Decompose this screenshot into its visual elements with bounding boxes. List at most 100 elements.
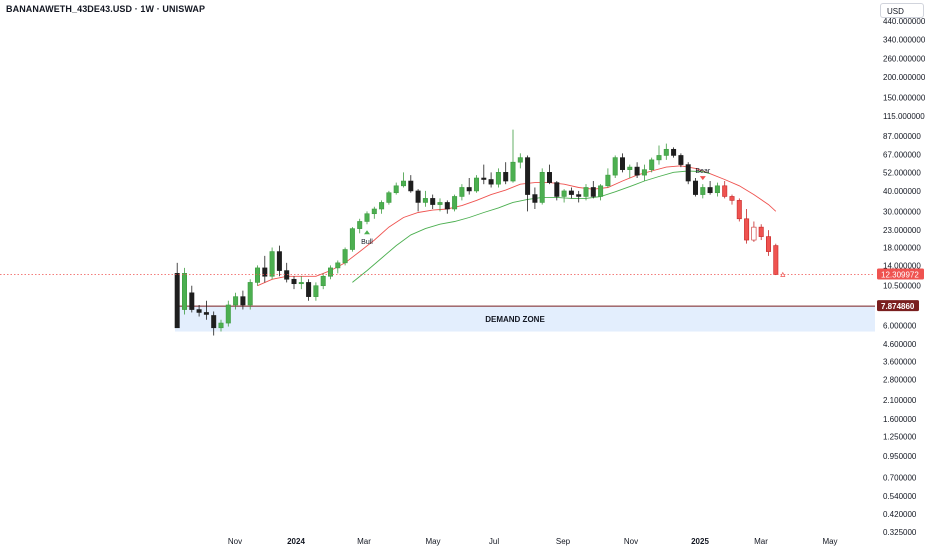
y-tick-label: 2.100000 bbox=[883, 396, 917, 405]
candle-body bbox=[627, 166, 633, 170]
candle-body bbox=[663, 148, 669, 156]
x-tick-label: May bbox=[425, 537, 440, 546]
candle-body bbox=[656, 155, 662, 161]
ema-fast-line bbox=[257, 165, 777, 287]
demand-zone-price-tag-label: 7.874860 bbox=[881, 302, 915, 311]
demand-zone-layer: DEMAND ZONE bbox=[175, 305, 875, 332]
y-tick-label: 260.000000 bbox=[883, 54, 926, 63]
candle-body bbox=[532, 194, 538, 203]
candle bbox=[203, 300, 209, 320]
candle bbox=[342, 247, 348, 266]
candle-body bbox=[320, 275, 326, 287]
candle bbox=[452, 194, 458, 212]
candle-body bbox=[357, 221, 363, 229]
candle-body bbox=[495, 172, 501, 185]
candle bbox=[196, 304, 202, 317]
candle bbox=[612, 155, 618, 179]
candle bbox=[422, 190, 428, 207]
candle bbox=[276, 245, 282, 277]
candle bbox=[503, 162, 509, 185]
candle bbox=[481, 164, 487, 185]
candle-body bbox=[313, 285, 319, 297]
candle bbox=[444, 200, 450, 214]
candle-body bbox=[415, 190, 421, 203]
candle-body bbox=[736, 200, 742, 220]
candle-body bbox=[400, 180, 406, 187]
currency-selector[interactable]: USD bbox=[880, 3, 924, 18]
candle bbox=[415, 189, 421, 212]
y-tick-label: 0.540000 bbox=[883, 492, 917, 501]
candle-body bbox=[503, 172, 509, 182]
candle bbox=[751, 221, 757, 242]
candle-body bbox=[269, 251, 275, 277]
ema-slow-line bbox=[352, 170, 711, 283]
y-tick-label: 18.000000 bbox=[883, 244, 921, 253]
candle bbox=[583, 184, 589, 201]
candle-body bbox=[430, 198, 436, 205]
x-tick-label: 2024 bbox=[287, 537, 305, 546]
candle bbox=[379, 200, 385, 214]
candle bbox=[568, 187, 574, 199]
candle bbox=[590, 181, 596, 199]
y-tick-label: 115.000000 bbox=[883, 112, 925, 121]
candle bbox=[313, 282, 319, 301]
candle bbox=[656, 145, 662, 165]
candle bbox=[430, 194, 436, 209]
y-tick-label: 10.500000 bbox=[883, 282, 921, 291]
candle bbox=[262, 255, 268, 283]
y-tick-label: 6.000000 bbox=[883, 321, 917, 330]
candle bbox=[473, 175, 479, 193]
y-tick-label: 340.000000 bbox=[883, 35, 926, 44]
candle bbox=[692, 178, 698, 197]
candle-body bbox=[619, 157, 625, 170]
candle-body bbox=[422, 198, 428, 203]
demand-zone-price-tag bbox=[877, 300, 919, 312]
x-tick-label: Sep bbox=[556, 537, 571, 546]
candle bbox=[269, 247, 275, 280]
candle-body bbox=[349, 228, 355, 250]
bull-signal-label: Bull bbox=[361, 239, 373, 246]
candle bbox=[576, 190, 582, 203]
candle bbox=[714, 182, 720, 197]
candle-body bbox=[744, 218, 750, 241]
candle-body bbox=[612, 157, 618, 176]
candle bbox=[634, 162, 640, 179]
candle-body bbox=[751, 226, 757, 241]
candle-body bbox=[466, 187, 472, 192]
y-tick-label: 67.000000 bbox=[883, 150, 921, 159]
time-axis[interactable]: Nov 2024 Mar May Jul Sep Nov 2025 Mar May bbox=[228, 537, 838, 546]
candle bbox=[255, 265, 261, 286]
x-tick-label: Nov bbox=[228, 537, 242, 546]
candle-body bbox=[773, 245, 779, 275]
candle-body bbox=[284, 270, 290, 280]
symbol-title: BANANAWETH_43DE43.USD · 1W · UNISWAP bbox=[6, 4, 206, 14]
candle bbox=[247, 279, 253, 310]
candle-body bbox=[247, 282, 253, 306]
candle bbox=[722, 181, 728, 199]
candle-body bbox=[568, 190, 574, 195]
candle bbox=[284, 262, 290, 283]
candle-body bbox=[765, 236, 771, 252]
candle-body bbox=[481, 177, 487, 180]
candle bbox=[517, 153, 523, 169]
demand-zone-label: DEMAND ZONE bbox=[485, 315, 545, 324]
last-price-tag bbox=[877, 268, 924, 280]
candle-body bbox=[218, 322, 224, 329]
candle-body bbox=[211, 315, 217, 329]
candle bbox=[532, 187, 538, 209]
candle-body bbox=[758, 226, 764, 237]
candle-body bbox=[276, 251, 282, 271]
candle-body bbox=[576, 194, 582, 197]
candle-body bbox=[685, 164, 691, 182]
candle bbox=[707, 181, 713, 195]
candle bbox=[211, 311, 217, 336]
candle-body bbox=[634, 166, 640, 176]
candle bbox=[400, 172, 406, 188]
signals-layer: Bull Bear bbox=[0, 168, 875, 277]
candle-body bbox=[182, 273, 188, 310]
candle-body bbox=[649, 159, 655, 170]
price-axis[interactable]: 440.000000 340.000000 260.000000 200.000000… bbox=[883, 17, 926, 537]
candle bbox=[773, 243, 779, 276]
candle-body bbox=[605, 174, 611, 187]
